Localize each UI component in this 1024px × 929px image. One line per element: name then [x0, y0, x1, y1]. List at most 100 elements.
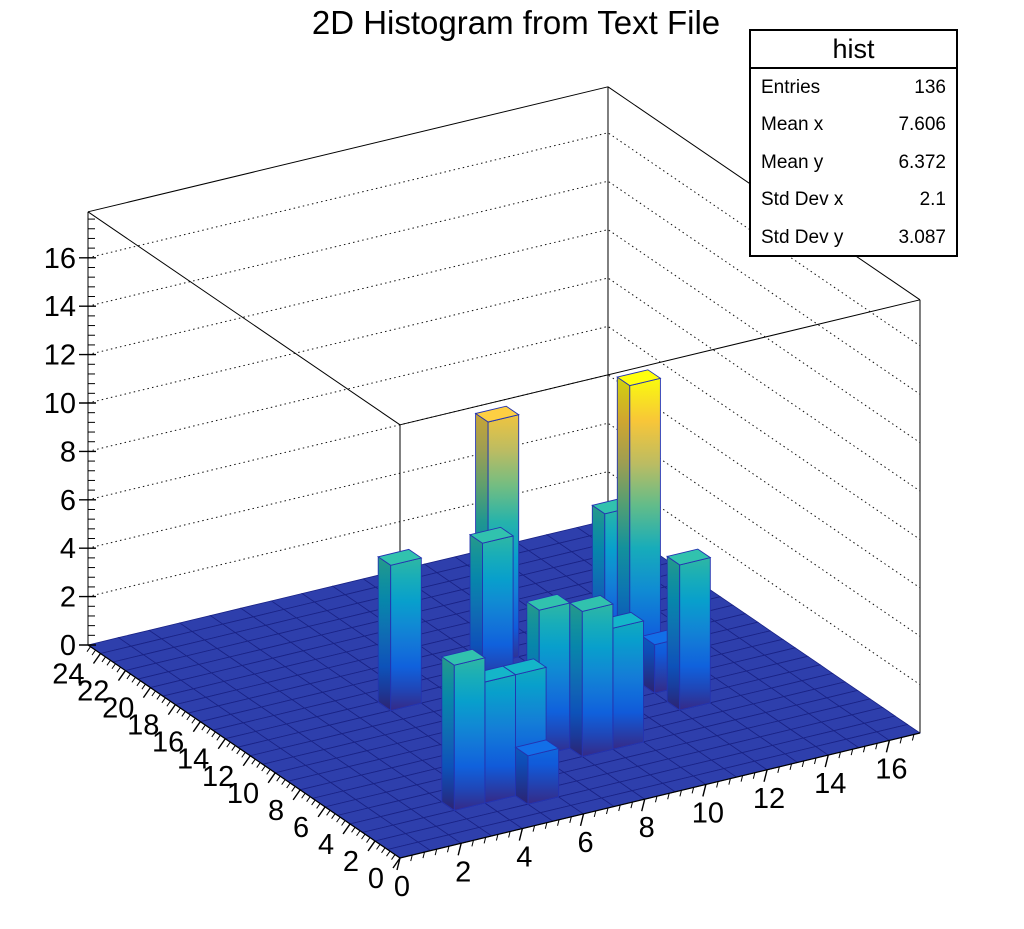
tick-mark — [457, 843, 462, 856]
bar-front-face — [453, 657, 486, 811]
bar-top-face — [525, 593, 571, 611]
tick-mark — [86, 646, 91, 652]
tick-mark — [101, 656, 106, 663]
tick-mark — [151, 690, 156, 697]
y-tick-label: 6 — [293, 812, 309, 844]
tick-mark — [544, 822, 548, 829]
tick-mark — [691, 787, 695, 794]
stats-row-label: Mean x — [761, 114, 824, 136]
axis-ticks — [79, 218, 915, 871]
tick-mark — [366, 837, 371, 843]
tick-mark — [814, 757, 817, 765]
x-tick-label: 2 — [455, 856, 471, 888]
stats-row-value: 7.606 — [898, 114, 946, 136]
y-tick-label: 16 — [152, 727, 184, 759]
y-tick-label: 24 — [52, 659, 84, 691]
tick-mark — [342, 823, 351, 835]
tick-mark — [292, 789, 301, 801]
tick-mark — [630, 801, 633, 809]
x-tick-label: 4 — [516, 842, 532, 874]
lego-bar — [568, 595, 614, 758]
tick-mark — [422, 851, 425, 859]
z-tick-label: 4 — [60, 533, 76, 565]
y-tick-label: 2 — [343, 846, 359, 878]
stats-row: Std Dev x 2.1 — [751, 182, 956, 220]
x-tick-label: 0 — [394, 871, 410, 903]
stats-rows: Entries 136 Mean x 7.606 Mean y 6.372 Std Dev … — [751, 69, 956, 257]
stats-row-label: Mean y — [761, 151, 824, 173]
y-tick-label: 12 — [202, 761, 234, 793]
tick-mark — [410, 854, 413, 862]
y-tick-label: 0 — [368, 863, 384, 895]
tick-mark — [167, 704, 176, 716]
tick-mark — [341, 820, 346, 826]
x-tick-label: 14 — [814, 768, 846, 800]
y-axis-line — [87, 644, 401, 859]
stats-row-value: 6.372 — [898, 151, 946, 173]
tick-mark — [508, 831, 511, 838]
tick-mark — [336, 816, 341, 823]
tick-mark — [495, 834, 499, 841]
tick-mark — [131, 677, 136, 683]
frame-edge — [87, 86, 609, 213]
y-tick-label: 4 — [318, 829, 334, 861]
tick-mark — [217, 738, 226, 750]
z-tick-label: 16 — [44, 243, 76, 275]
tick-mark — [116, 666, 121, 673]
x-tick-label: 8 — [639, 812, 655, 844]
tick-mark — [251, 758, 256, 765]
bar-front-face — [679, 557, 711, 711]
tick-mark — [236, 748, 241, 755]
bar-top-face — [514, 739, 560, 757]
bar-left-face — [377, 555, 392, 712]
bar-top-face — [616, 369, 662, 387]
tick-mark — [317, 806, 326, 818]
y-tick-label: 22 — [77, 676, 109, 708]
stats-row-value: 3.087 — [898, 226, 946, 248]
tick-mark — [261, 765, 266, 772]
bar-top-face — [440, 648, 486, 666]
tick-mark — [92, 653, 102, 664]
tick-mark — [824, 754, 829, 768]
tick-mark — [899, 737, 903, 744]
tick-mark — [276, 775, 281, 782]
tick-mark — [141, 683, 146, 690]
bar-front-face — [390, 557, 422, 712]
tick-mark — [176, 707, 181, 714]
tick-mark — [386, 850, 391, 857]
tick-mark — [226, 741, 231, 748]
lego-bar — [514, 739, 560, 806]
frame-edge — [399, 299, 921, 426]
x-axis-line — [399, 732, 921, 859]
frame-edge — [87, 211, 401, 426]
tick-mark — [716, 781, 719, 788]
stats-row: Std Dev y 3.087 — [751, 219, 956, 257]
tick-mark — [702, 784, 707, 797]
tick-mark — [231, 745, 236, 751]
tick-mark — [740, 775, 744, 782]
z-tick-label: 14 — [44, 291, 76, 323]
tick-mark — [161, 697, 166, 704]
bar-left-face — [641, 635, 656, 694]
z-tick-label: 0 — [60, 630, 76, 662]
x-tick-label: 12 — [753, 783, 785, 815]
tick-mark — [446, 846, 450, 853]
stats-row: Mean x 7.606 — [751, 107, 956, 145]
tick-mark — [728, 778, 731, 785]
tick-mark — [361, 833, 366, 840]
stats-row-label: Entries — [761, 76, 821, 98]
tick-mark — [126, 673, 131, 680]
y-tick-label: 18 — [127, 710, 159, 742]
tick-mark — [201, 724, 206, 731]
tick-mark — [281, 779, 286, 785]
tick-mark — [186, 714, 191, 721]
tick-mark — [376, 844, 381, 850]
tick-mark — [875, 743, 878, 750]
x-tick-label: 6 — [577, 827, 593, 859]
tick-mark — [654, 796, 658, 803]
bar-top-face — [474, 405, 520, 423]
bar-front-face — [581, 603, 614, 758]
tick-mark — [326, 810, 331, 816]
